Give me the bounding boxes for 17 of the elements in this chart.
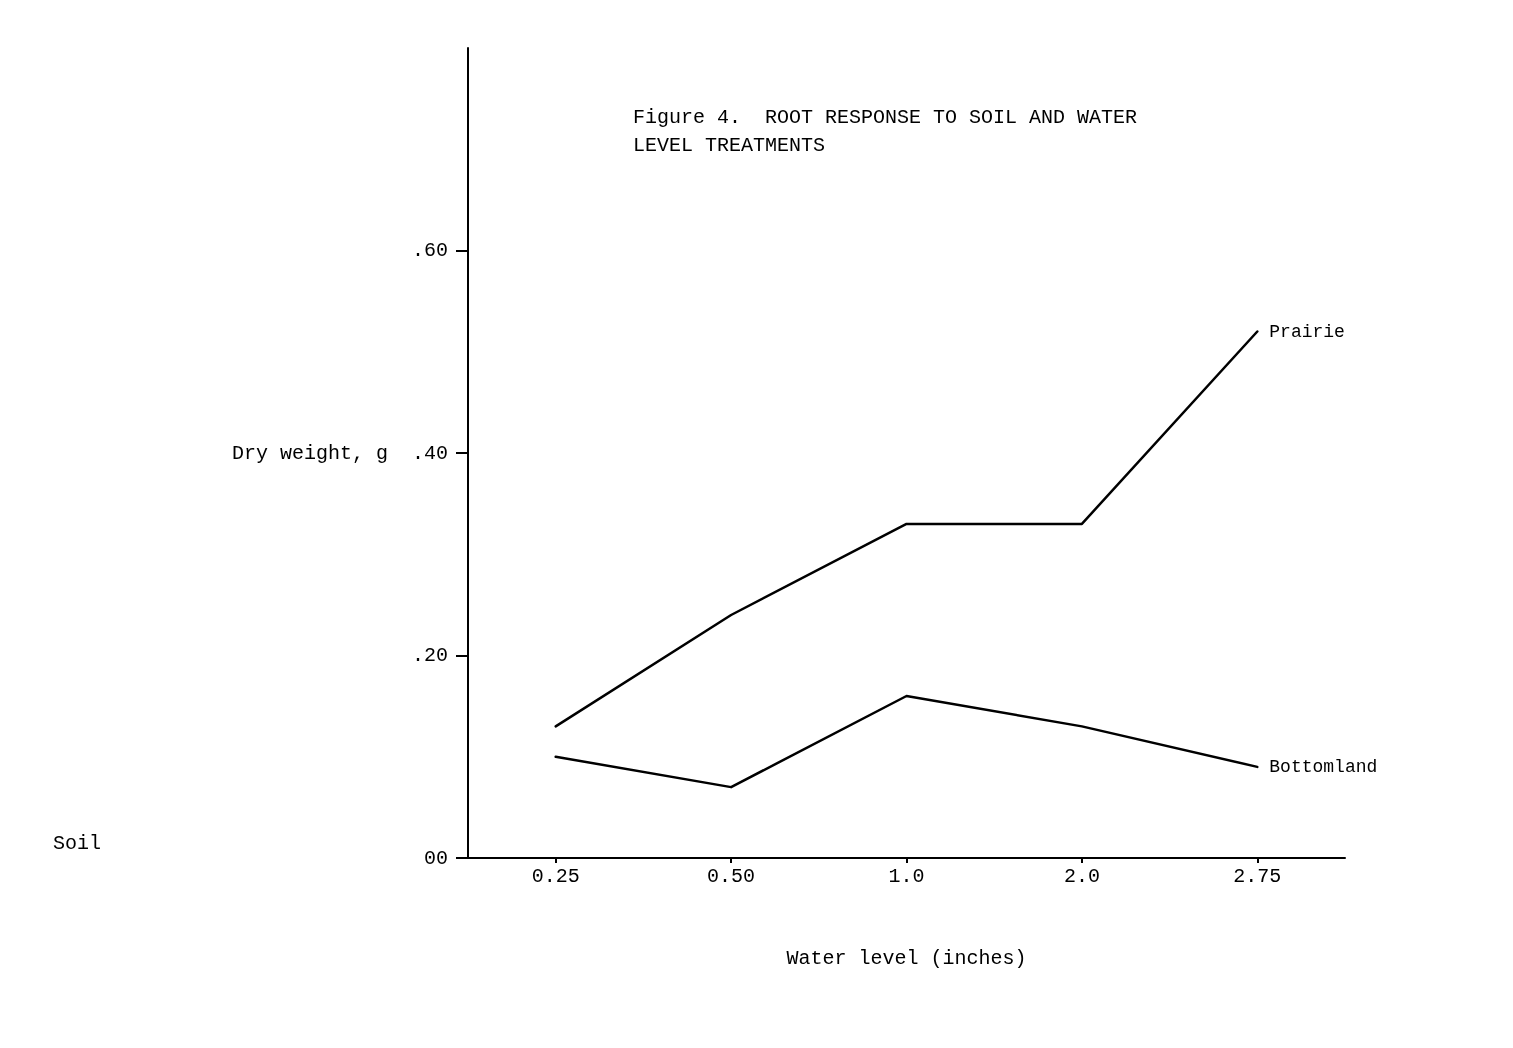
x-axis-title: Water level (inches) — [786, 946, 1027, 970]
y-tick-label: .60 — [411, 239, 448, 262]
y-tick-label: .20 — [411, 644, 448, 667]
x-tick-label: 0.50 — [707, 864, 756, 888]
x-tick-label: 1.0 — [888, 864, 925, 888]
y-tick-label: 00 — [423, 846, 448, 870]
legend-title: Soil — [53, 831, 102, 855]
series-label: Bottomland — [1269, 756, 1378, 777]
y-axis-title: Dry weight, g — [231, 441, 388, 465]
x-tick-label: 0.25 — [531, 864, 580, 888]
line-series — [554, 330, 1259, 728]
text: Figure 4. ROOT RESPONSE TO SOIL AND WATER LEVEL TREATMENTS — [633, 105, 1138, 157]
line-series — [554, 694, 1259, 789]
series-label: Prairie — [1269, 321, 1345, 342]
y-tick-label: .40 — [411, 441, 448, 465]
x-tick-label: 2.75 — [1233, 864, 1282, 888]
x-tick-label: 2.0 — [1063, 864, 1100, 888]
